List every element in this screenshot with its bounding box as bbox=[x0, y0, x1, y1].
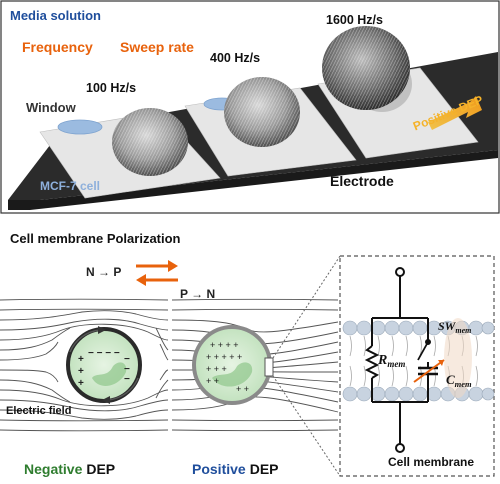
rate-100-label: 100 Hz/s bbox=[86, 81, 136, 95]
top-panel: Media solution Frequency Sweep rate 100 … bbox=[0, 0, 500, 214]
svg-text:−: − bbox=[124, 364, 130, 375]
negative-dep-caption: Negative DEP bbox=[24, 461, 115, 477]
svg-text:+ +: + + bbox=[236, 384, 249, 394]
frequency-label: Frequency bbox=[22, 39, 93, 55]
svg-text:+ +: + + bbox=[206, 376, 219, 386]
svg-text:+: + bbox=[78, 366, 84, 377]
n-to-p-label: N → P bbox=[86, 265, 121, 279]
svg-text:+: + bbox=[78, 378, 84, 389]
cell-1600hz bbox=[322, 26, 412, 112]
media-solution-label: Media solution bbox=[10, 8, 101, 23]
svg-text:+ + + +: + + + + bbox=[210, 340, 239, 350]
svg-text:+ + +: + + + bbox=[206, 364, 227, 374]
sw-mem-label: SWmem bbox=[438, 319, 471, 335]
lipid-bilayer bbox=[342, 318, 495, 402]
bottom-panel: Cell membrane Polarization N → P P → N bbox=[0, 231, 495, 477]
svg-text:+: + bbox=[78, 354, 84, 365]
polarization-heading: Cell membrane Polarization bbox=[10, 231, 181, 246]
r-mem-label: Rmem bbox=[377, 353, 405, 369]
negative-dep-cell: − − − − − − − + + + bbox=[66, 326, 142, 404]
electric-field-label: Electric field bbox=[6, 405, 71, 417]
chip-edge bbox=[8, 150, 498, 210]
cell-membrane-label: Cell membrane bbox=[388, 455, 474, 469]
zoom-lines bbox=[272, 255, 341, 477]
electrode-label: Electrode bbox=[330, 173, 394, 189]
mcf7-cell-label: MCF-7 cell bbox=[40, 179, 100, 193]
window-ellipse-1 bbox=[57, 119, 103, 135]
negative-dep-field-lines bbox=[0, 298, 169, 432]
svg-text:+ + + + +: + + + + + bbox=[206, 352, 242, 362]
positive-dep-caption: Positive DEP bbox=[192, 461, 279, 477]
membrane-protein bbox=[444, 318, 472, 398]
sweep-rate-label: Sweep rate bbox=[120, 39, 194, 55]
positive-dep-cell: + + + + + + + + + + + + + + + + bbox=[192, 325, 274, 405]
swap-arrows bbox=[136, 260, 178, 286]
cell-100hz bbox=[112, 108, 188, 176]
equivalent-circuit bbox=[364, 267, 438, 453]
svg-text:− − − −: − − − − bbox=[88, 348, 120, 359]
svg-text:−: − bbox=[124, 374, 130, 385]
p-to-n-label: P → N bbox=[180, 287, 215, 301]
membrane-zoom-box bbox=[264, 357, 274, 377]
rate-400-label: 400 Hz/s bbox=[210, 51, 260, 65]
variable-capacitor-arrow bbox=[413, 359, 445, 383]
cell-400hz bbox=[224, 77, 300, 147]
rate-1600-label: 1600 Hz/s bbox=[326, 13, 383, 27]
membrane-zoom-panel: Rmem SWmem Cmem Cell membrane bbox=[339, 255, 495, 477]
c-mem-label: Cmem bbox=[446, 372, 472, 389]
svg-text:−: − bbox=[124, 354, 130, 365]
positive-dep-arrow bbox=[428, 96, 482, 130]
window-label: Window bbox=[26, 100, 77, 115]
